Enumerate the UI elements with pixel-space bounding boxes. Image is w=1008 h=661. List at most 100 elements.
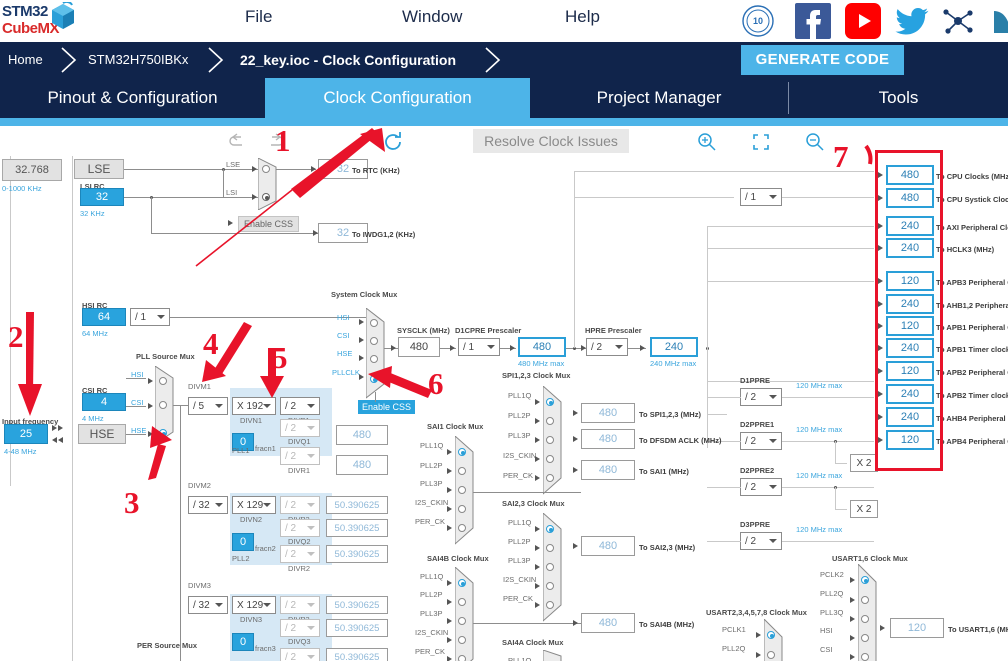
sai23-radio-4[interactable] (546, 601, 554, 609)
arrow-periph-3 (573, 543, 578, 549)
divq3-select[interactable]: / 2 (280, 619, 320, 637)
menu-file[interactable]: File (245, 7, 273, 26)
fracn1-value[interactable]: 0 (232, 433, 254, 451)
zoom-in-icon[interactable] (697, 132, 717, 157)
sai1-radio-2[interactable] (458, 486, 466, 494)
enable-css-button[interactable]: Enable CSS (358, 400, 416, 414)
wire-d3ppre-in (707, 541, 741, 542)
usart2345678-clock-mux[interactable] (763, 617, 786, 661)
anniversary-icon[interactable]: 10 (740, 3, 776, 39)
divr1-select[interactable]: / 2 (280, 447, 320, 465)
divp3-select[interactable]: / 2 (280, 596, 320, 614)
hpre-value: / 2 (591, 341, 603, 353)
menu-help[interactable]: Help (565, 7, 600, 26)
zoom-out-icon[interactable] (805, 132, 825, 157)
lse-frequency-input[interactable]: 32.768 (2, 159, 62, 181)
redo-icon[interactable] (265, 132, 285, 155)
divn2-select[interactable]: X 129 (232, 496, 276, 514)
spi-mux-radio-1[interactable] (546, 417, 554, 425)
divm3-select[interactable]: / 32 (188, 596, 228, 614)
tab-tools[interactable]: Tools (878, 88, 919, 107)
divm1-select[interactable]: / 5 (188, 397, 228, 415)
youtube-icon[interactable] (845, 3, 881, 39)
d1cpre-label: D1CPRE Prescaler (455, 326, 522, 335)
spi-mux-radio-2[interactable] (546, 436, 554, 444)
tab-clock-configuration[interactable]: Clock Configuration (265, 78, 530, 118)
generate-code-button[interactable]: GENERATE CODE (741, 45, 904, 75)
fracn3-value[interactable]: 0 (232, 633, 254, 651)
fit-to-screen-icon[interactable] (751, 132, 771, 157)
d1cpre-select[interactable]: / 1 (458, 338, 500, 356)
hpre-select[interactable]: / 2 (586, 338, 628, 356)
rtc-mux-radio-lse[interactable] (262, 165, 270, 173)
divp2-select[interactable]: / 2 (280, 496, 320, 514)
input-frequency-value[interactable]: 25 (4, 424, 48, 444)
hpre-output-value: 240 (650, 337, 698, 357)
pll-mux-radio-hsi[interactable] (159, 377, 167, 385)
breadcrumb-device[interactable]: STM32H750IBKx (88, 52, 189, 67)
u2-radio-1[interactable] (767, 651, 775, 659)
d1ppre-select[interactable]: / 2 (740, 388, 782, 406)
breadcrumb-home[interactable]: Home (8, 52, 43, 67)
sai1-radio-4[interactable] (458, 524, 466, 532)
menu-window[interactable]: Window (402, 7, 463, 26)
sai4b-in-2: PLL3P (420, 609, 443, 618)
spi-mux-radio-3[interactable] (546, 455, 554, 463)
rtc-mux-radio-lsi[interactable] (262, 193, 270, 201)
lse-button[interactable]: LSE (74, 159, 124, 179)
sysmux-radio-hse[interactable] (370, 355, 378, 363)
divn1-select[interactable]: X 192 (232, 397, 276, 415)
sai1-radio-3[interactable] (458, 505, 466, 513)
sai4b-radio-0[interactable] (458, 579, 466, 587)
fracn2-value[interactable]: 0 (232, 533, 254, 551)
sysmux-radio-hsi[interactable] (370, 319, 378, 327)
sai23-radio-2[interactable] (546, 563, 554, 571)
output-value-2: 240 (886, 216, 934, 236)
hse-button[interactable]: HSE (78, 424, 126, 444)
sysmux-radio-csi[interactable] (370, 337, 378, 345)
undo-icon[interactable] (228, 132, 248, 155)
sai1-radio-1[interactable] (458, 467, 466, 475)
input-frequency-unit: 4-48 MHz (4, 447, 37, 456)
pll-mux-radio-csi[interactable] (159, 401, 167, 409)
d3ppre-select[interactable]: / 2 (740, 532, 782, 550)
divm2-select[interactable]: / 32 (188, 496, 228, 514)
sai4a-clock-mux[interactable] (542, 649, 565, 661)
sai4b-radio-3[interactable] (458, 636, 466, 644)
sai4b-radio-1[interactable] (458, 598, 466, 606)
spi-mux-radio-4[interactable] (546, 474, 554, 482)
st-community-icon[interactable] (940, 3, 976, 39)
resolve-clock-issues-button[interactable]: Resolve Clock Issues (473, 129, 629, 153)
divq1-select[interactable]: / 2 (280, 419, 320, 437)
hsi-divider-select[interactable]: / 1 (130, 308, 170, 326)
u2-radio-0[interactable] (767, 631, 775, 639)
wire-sai1-out (473, 492, 581, 493)
extra-icon[interactable] (990, 3, 1008, 39)
bus-systick (574, 197, 734, 198)
sai23-radio-1[interactable] (546, 544, 554, 552)
divq2-select[interactable]: / 2 (280, 519, 320, 537)
twitter-icon[interactable] (895, 3, 931, 39)
divr3-select[interactable]: / 2 (280, 648, 320, 661)
sai4b-radio-2[interactable] (458, 617, 466, 625)
reset-icon[interactable] (382, 131, 404, 158)
tab-pinout-configuration[interactable]: Pinout & Configuration (47, 88, 218, 107)
sai4b-radio-4[interactable] (458, 655, 466, 661)
usart16-radio-3[interactable] (861, 634, 869, 642)
facebook-icon[interactable] (795, 3, 831, 39)
arrow-sai1-0 (447, 449, 452, 455)
spi-mux-radio-0[interactable] (546, 398, 554, 406)
sai23-radio-3[interactable] (546, 582, 554, 590)
sai1-radio-0[interactable] (458, 448, 466, 456)
sai23-radio-0[interactable] (546, 525, 554, 533)
usart16-radio-2[interactable] (861, 615, 869, 623)
annotation-number-1: 1 (275, 126, 291, 158)
usart16-radio-0[interactable] (861, 576, 869, 584)
divn3-select[interactable]: X 129 (232, 596, 276, 614)
divp1-select[interactable]: / 2 (280, 397, 320, 415)
divr2-select[interactable]: / 2 (280, 545, 320, 563)
tab-project-manager[interactable]: Project Manager (596, 88, 722, 107)
clock-configuration-canvas[interactable]: Resolve Clock Issues 32.768 0-1000 KHz L… (0, 126, 1008, 661)
systick-divider-select[interactable]: / 1 (740, 188, 782, 206)
usart16-radio-1[interactable] (861, 596, 869, 604)
